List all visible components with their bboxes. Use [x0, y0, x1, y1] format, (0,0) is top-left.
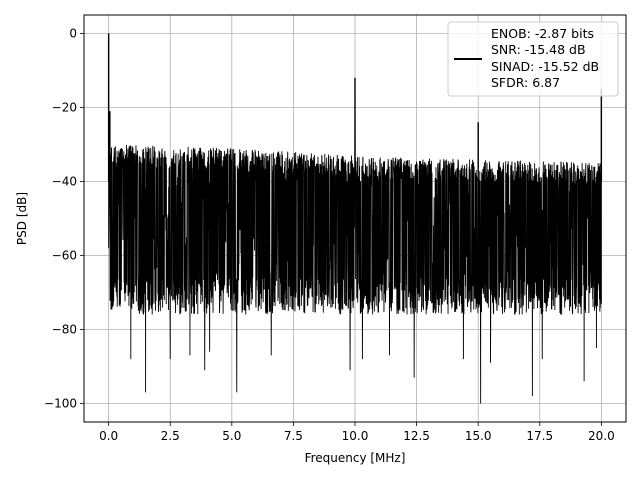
- y-tick-label: −60: [52, 249, 77, 263]
- y-axis-label: PSD [dB]: [15, 192, 29, 245]
- legend-sfdr: SFDR: 6.87: [491, 75, 560, 90]
- y-tick-label: −20: [52, 101, 77, 115]
- y-tick-label: 0: [69, 27, 77, 41]
- x-tick-label: 5.0: [222, 429, 241, 443]
- x-tick-label: 15.0: [465, 429, 492, 443]
- x-tick-label: 12.5: [403, 429, 430, 443]
- x-tick-label: 20.0: [588, 429, 615, 443]
- legend-box: [447, 21, 619, 97]
- y-tick-label: −100: [44, 397, 77, 411]
- x-axis-label: Frequency [MHz]: [305, 451, 406, 465]
- y-tick-label: −80: [52, 323, 77, 337]
- legend-sinad: SINAD: -15.52 dB: [491, 59, 599, 74]
- legend-enob: ENOB: -2.87 bits: [491, 26, 594, 41]
- y-tick-label: −40: [52, 175, 77, 189]
- x-axis: 0.0 2.5 5.0 7.5 10.0 12.5 15.0 17.5 20.0: [99, 422, 615, 443]
- legend-snr: SNR: -15.48 dB: [491, 42, 586, 57]
- psd-line: [108, 33, 602, 404]
- x-tick-label: 17.5: [526, 429, 553, 443]
- y-axis: 0 −20 −40 −60 −80 −100: [44, 27, 84, 411]
- x-tick-label: 0.0: [99, 429, 118, 443]
- psd-trace: [107, 33, 603, 404]
- x-tick-label: 10.0: [342, 429, 369, 443]
- x-tick-label: 7.5: [284, 429, 303, 443]
- legend: ENOB: -2.87 bits SNR: -15.48 dB SINAD: -…: [447, 21, 619, 97]
- x-tick-label: 2.5: [161, 429, 180, 443]
